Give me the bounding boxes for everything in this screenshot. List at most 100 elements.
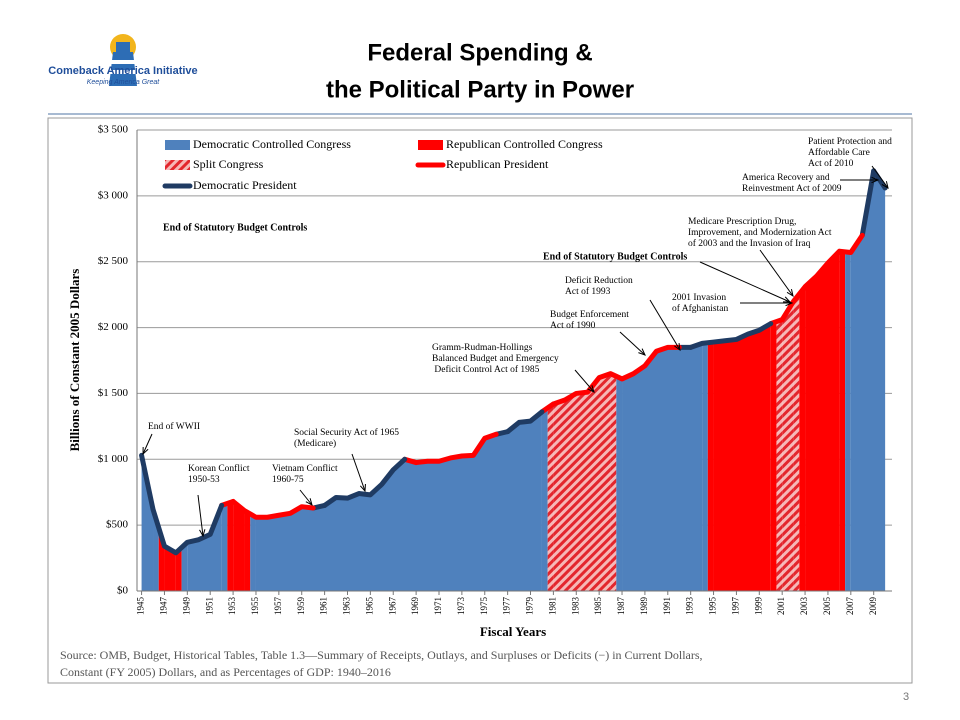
line: [413, 431, 499, 466]
x-tick-label: 1999: [753, 597, 763, 616]
x-tick-label: 1947: [159, 597, 169, 616]
chart-title: the Political Party in Power: [326, 76, 634, 103]
area: [850, 170, 886, 592]
annotation: (Medicare): [294, 438, 336, 449]
x-tick-label: 1975: [479, 597, 489, 616]
x-tick-label: 1959: [296, 597, 306, 616]
area-joint: [227, 501, 234, 591]
page-number: 3: [903, 691, 909, 703]
x-tick-label: 1995: [708, 597, 718, 616]
y-tick-label: $0: [117, 585, 129, 597]
arrow-head: [782, 296, 792, 303]
x-tick-label: 1955: [250, 597, 260, 616]
annotation-arrow: [871, 165, 889, 189]
legend-swatch: [165, 160, 190, 170]
arrow-head: [674, 342, 681, 352]
x-tick-label: 1963: [342, 597, 352, 616]
x-tick-label: 1945: [136, 597, 146, 616]
annotation-arrow: [574, 369, 595, 393]
legend-swatch: [418, 140, 443, 150]
area: [141, 455, 154, 591]
x-tick-label: 1983: [570, 597, 580, 616]
area-joint: [702, 342, 708, 591]
x-tick-label: 1987: [616, 597, 626, 616]
area: [782, 301, 794, 591]
x-tick-label: 1993: [685, 597, 695, 616]
line-joint: [859, 168, 877, 238]
annotation: Reinvestment Act of 2009: [742, 183, 842, 194]
source: Constant (FY 2005) Dollars, and as Perce…: [60, 665, 391, 679]
area-joint: [845, 251, 851, 592]
chart-frame: [47, 117, 913, 684]
annotation: Social Security Act of 1965: [294, 427, 399, 438]
x-tick-label: 2005: [822, 597, 832, 616]
source: Source: OMB, Budget, Historical Tables, …: [60, 648, 703, 662]
arrow-head: [587, 385, 595, 393]
annotation-arrow: [299, 489, 313, 506]
x-axis-label: Fiscal Years: [480, 624, 546, 639]
area-joint: [250, 513, 256, 591]
x-tick-label: 1961: [319, 597, 329, 615]
area-joint: [244, 510, 251, 591]
x-tick-label: 1967: [387, 597, 397, 616]
legend-label: Democratic President: [193, 178, 297, 192]
annotation-arrow: [142, 433, 153, 455]
x-tick-label: 1985: [593, 597, 603, 616]
area-joint: [776, 319, 783, 591]
x-tick-label: 2007: [845, 597, 855, 616]
line: [779, 232, 865, 323]
arrow-head: [786, 289, 794, 298]
y-tick-label: $1 500: [98, 387, 129, 399]
legend-label: Democratic Controlled Congress: [193, 137, 351, 151]
annotation: Deficit Control Act of 1985: [432, 364, 540, 375]
x-tick-label: 1953: [227, 597, 237, 616]
annotation: End of Statutory Budget Controls: [163, 222, 307, 233]
line: [230, 498, 316, 520]
legend-swatch: [165, 140, 190, 150]
area: [805, 251, 840, 592]
area-joint: [541, 407, 548, 591]
x-tick-label: 1971: [433, 597, 443, 615]
annotation: of Afghanistan: [672, 303, 728, 314]
annotation: Budget Enforcement: [550, 309, 629, 320]
annotation: Deficit Reduction: [565, 275, 633, 286]
annotation: Gramm-Rudman-Hollings: [432, 343, 533, 353]
line: [550, 344, 682, 407]
area-joint: [610, 373, 617, 591]
area: [553, 373, 611, 591]
x-tick-label: 2003: [799, 597, 809, 616]
area: [622, 343, 703, 591]
y-tick-label: $3 000: [98, 189, 129, 201]
area-joint: [839, 251, 846, 592]
x-tick-label: 1973: [456, 597, 466, 616]
x-tick-label: 1949: [181, 597, 191, 616]
annotation: 2001 Invasion: [672, 293, 726, 303]
annotation: Vietnam Conflict: [272, 463, 338, 474]
x-tick-label: 1979: [525, 597, 535, 616]
y-tick-label: $2 000: [98, 321, 129, 333]
x-tick-label: 1977: [502, 597, 512, 616]
annotation-arrow: [619, 331, 646, 356]
area: [233, 501, 245, 591]
y-tick-label: $3 500: [98, 124, 129, 136]
y-tick-label: $2 500: [98, 255, 129, 267]
x-tick-label: 1951: [204, 597, 214, 615]
line: [505, 409, 545, 435]
legend-label: Republican President: [446, 157, 549, 171]
area-joint: [616, 376, 623, 591]
area-joint: [175, 547, 182, 591]
annotation-arrow: [351, 453, 366, 492]
x-tick-label: 2001: [776, 597, 786, 615]
arrow-head: [199, 529, 206, 538]
x-tick-label: 1957: [273, 597, 283, 616]
legend-label: Republican Controlled Congress: [446, 137, 603, 151]
annotation: Affordable Care: [808, 147, 870, 158]
annotation: of 2003 and the Invasion of Iraq: [688, 238, 811, 249]
x-tick-label: 1991: [662, 597, 672, 615]
annotation: America Recovery and: [742, 173, 830, 183]
annotation: End of Statutory Budget Controls: [543, 251, 687, 262]
area-joint: [799, 286, 806, 591]
y-axis-label: Billions of Constant 2005 Dollars: [67, 269, 82, 452]
